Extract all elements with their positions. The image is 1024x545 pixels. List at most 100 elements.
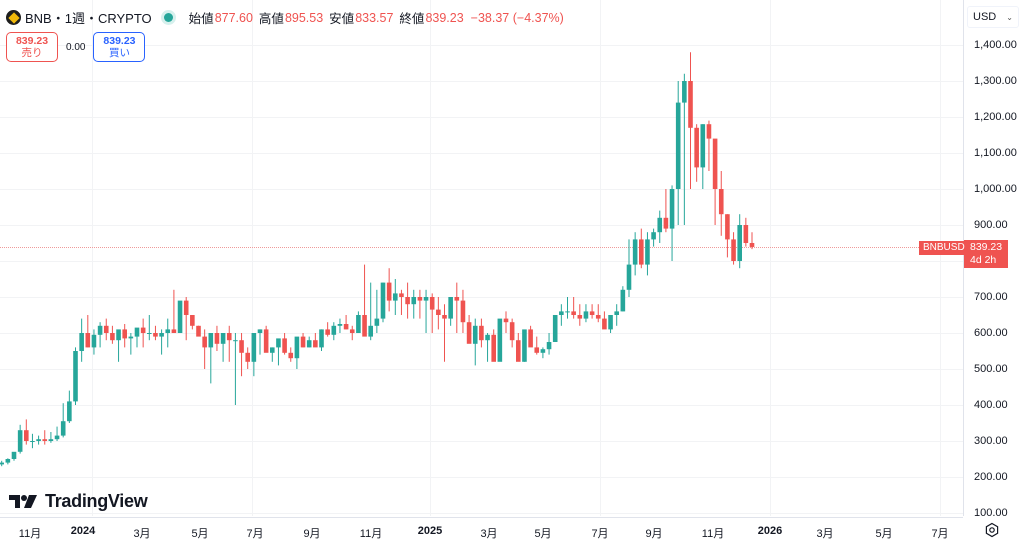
candle[interactable] bbox=[602, 311, 607, 330]
candle[interactable] bbox=[183, 297, 189, 341]
candle[interactable] bbox=[171, 289, 177, 333]
candle[interactable] bbox=[202, 329, 207, 369]
candle[interactable] bbox=[405, 282, 410, 319]
candle[interactable] bbox=[48, 432, 54, 443]
candle[interactable] bbox=[306, 336, 312, 348]
candle[interactable] bbox=[417, 289, 423, 319]
candle[interactable] bbox=[608, 315, 613, 333]
candle[interactable] bbox=[522, 329, 527, 362]
market-status-icon[interactable] bbox=[163, 13, 173, 22]
candle[interactable] bbox=[503, 311, 509, 333]
candle[interactable] bbox=[11, 451, 17, 461]
candle[interactable] bbox=[226, 325, 232, 362]
candle[interactable] bbox=[442, 304, 447, 362]
candle[interactable] bbox=[337, 318, 343, 333]
candle[interactable] bbox=[374, 289, 380, 333]
candle[interactable] bbox=[528, 325, 533, 348]
candle[interactable] bbox=[270, 347, 275, 362]
candle[interactable] bbox=[700, 124, 706, 189]
candle[interactable] bbox=[429, 293, 435, 333]
candle[interactable] bbox=[589, 304, 595, 319]
candle[interactable] bbox=[380, 282, 386, 323]
candle[interactable] bbox=[460, 289, 466, 333]
candle[interactable] bbox=[565, 297, 570, 319]
candle[interactable] bbox=[54, 426, 60, 441]
candle[interactable] bbox=[36, 435, 41, 445]
candle[interactable] bbox=[325, 322, 330, 337]
candle[interactable] bbox=[577, 304, 583, 326]
candle[interactable] bbox=[85, 315, 91, 348]
candle[interactable] bbox=[128, 333, 134, 355]
chart-pane[interactable]: BNB・1週・CRYPTO 始値 877.60 高値 895.53 安値 833.57… bbox=[0, 0, 969, 516]
candle[interactable] bbox=[614, 304, 619, 326]
candle[interactable] bbox=[73, 347, 78, 405]
candle[interactable] bbox=[276, 338, 281, 366]
candle[interactable] bbox=[24, 419, 29, 445]
symbol-title[interactable]: BNB・1週・CRYPTO bbox=[25, 11, 152, 26]
candle[interactable] bbox=[694, 124, 699, 182]
candle[interactable] bbox=[282, 333, 287, 355]
candle[interactable] bbox=[190, 315, 195, 330]
candle[interactable] bbox=[288, 347, 294, 362]
candle[interactable] bbox=[497, 318, 503, 362]
candle[interactable] bbox=[436, 297, 441, 330]
candle[interactable] bbox=[159, 329, 164, 355]
candle[interactable] bbox=[472, 318, 478, 366]
candle[interactable] bbox=[546, 333, 552, 355]
candle[interactable] bbox=[737, 214, 742, 269]
candle[interactable] bbox=[731, 232, 736, 265]
candle[interactable] bbox=[632, 232, 638, 276]
candle[interactable] bbox=[706, 120, 712, 171]
candle[interactable] bbox=[448, 297, 453, 326]
candle[interactable] bbox=[725, 214, 730, 258]
candle[interactable] bbox=[386, 268, 392, 312]
candle[interactable] bbox=[343, 315, 349, 330]
candle[interactable] bbox=[540, 347, 546, 359]
candle[interactable] bbox=[466, 315, 472, 344]
candle[interactable] bbox=[17, 424, 23, 454]
candle[interactable] bbox=[30, 433, 35, 449]
candle[interactable] bbox=[479, 318, 484, 348]
time-axis[interactable]: 11月 2024 3月 5月 7月 9月 11月 2025 3月 5月 7月 9月 11月 2026 3月 5… bbox=[0, 517, 963, 545]
candle[interactable] bbox=[5, 458, 11, 465]
candle[interactable] bbox=[349, 325, 355, 341]
candle[interactable] bbox=[331, 322, 337, 341]
candle[interactable] bbox=[682, 73, 687, 225]
candle[interactable] bbox=[620, 286, 626, 312]
candle[interactable] bbox=[263, 325, 269, 353]
candle[interactable] bbox=[595, 304, 601, 323]
candle[interactable] bbox=[362, 264, 367, 337]
candle[interactable] bbox=[663, 189, 669, 233]
candle[interactable] bbox=[718, 171, 724, 236]
candle[interactable] bbox=[534, 336, 540, 355]
candle[interactable] bbox=[657, 210, 663, 243]
currency-select[interactable]: USD ⌄ bbox=[967, 6, 1019, 28]
candle[interactable] bbox=[245, 347, 250, 369]
candle[interactable] bbox=[60, 403, 66, 438]
candle[interactable] bbox=[571, 297, 576, 319]
candle[interactable] bbox=[313, 333, 318, 348]
candle[interactable] bbox=[208, 333, 214, 384]
candle[interactable] bbox=[294, 336, 300, 369]
candle[interactable] bbox=[356, 311, 361, 333]
candle[interactable] bbox=[122, 324, 127, 348]
candle[interactable] bbox=[67, 390, 72, 423]
candle[interactable] bbox=[645, 232, 650, 276]
candle[interactable] bbox=[509, 318, 515, 348]
candle[interactable] bbox=[42, 430, 48, 445]
candle[interactable] bbox=[177, 300, 183, 333]
candle[interactable] bbox=[97, 322, 103, 348]
candle[interactable] bbox=[196, 325, 201, 337]
candle[interactable] bbox=[399, 289, 404, 315]
price-axis[interactable]: USD ⌄ 1,400.00 1,300.00 1,200.00 1,100.0… bbox=[964, 0, 1024, 519]
candle[interactable] bbox=[423, 289, 429, 333]
candle[interactable] bbox=[454, 282, 460, 333]
candle[interactable] bbox=[411, 289, 417, 319]
candle[interactable] bbox=[491, 329, 496, 362]
candle[interactable] bbox=[749, 232, 755, 250]
candle[interactable] bbox=[79, 318, 84, 362]
candle[interactable] bbox=[319, 329, 324, 351]
candle[interactable] bbox=[91, 329, 97, 355]
candle[interactable] bbox=[134, 327, 140, 348]
candle[interactable] bbox=[233, 333, 238, 405]
